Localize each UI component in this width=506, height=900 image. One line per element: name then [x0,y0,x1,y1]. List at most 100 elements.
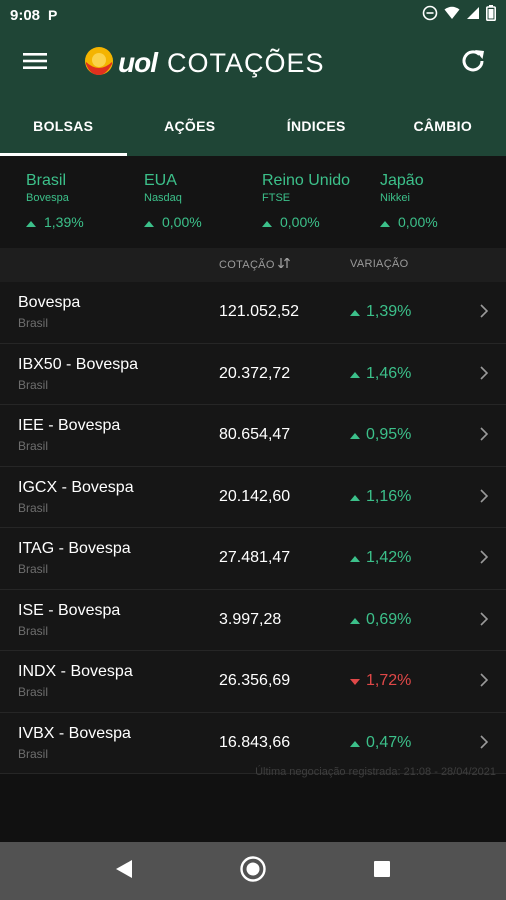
summary-item-brasil[interactable]: Brasil Bovespa 1,39% [26,156,144,248]
table-row[interactable]: INDX - Bovespa Brasil 26.356,69 1,72% [0,651,506,713]
arrow-up-icon [380,214,390,230]
table-row[interactable]: IBX50 - Bovespa Brasil 20.372,72 1,46% [0,343,506,405]
chevron-right-icon [480,734,489,754]
index-quote: 26.356,69 [219,672,291,689]
index-change-value: 0,69% [366,610,412,628]
tab-bolsas[interactable]: BOLSAS [0,96,127,156]
index-name: IGCX - Bovespa [18,478,134,496]
menu-button[interactable] [0,30,70,96]
page-title: COTAÇÕES [167,47,325,78]
index-name: IEE - Bovespa [18,417,121,434]
table-header: COTAÇÃO VARIAÇÃO [0,248,506,282]
index-quote: 3.997,28 [219,610,282,628]
index-change: 1,72% [350,672,411,690]
index-list: Bovespa Brasil 121.052,52 1,39% IBX50 - Bove… [0,282,506,774]
column-header-quote: COTAÇÃO [219,259,275,271]
column-header-change: VARIAÇÃO [350,258,409,270]
index-quote: 80.654,47 [219,426,291,443]
chevron-right-icon [480,365,489,385]
summary-item-eua[interactable]: EUA Nasdaq 0,00% [144,156,262,248]
index-change: 0,69% [350,611,411,629]
index-change-value: 0,47% [366,733,412,751]
index-change: 1,16% [350,488,411,506]
table-row[interactable]: ISE - Bovespa Brasil 3.997,28 0,69% [0,589,506,651]
do-not-disturb-icon [422,5,438,26]
index-country: Brasil [18,685,49,699]
uol-sun-icon [84,46,114,81]
index-country: Brasil [18,500,49,515]
wifi-icon [444,6,460,25]
summary-change-value: 0,00% [398,214,438,230]
chevron-right-icon [480,427,489,446]
brand-logo: uol COTAÇÕES [84,46,325,81]
table-row[interactable]: IGCX - Bovespa Brasil 20.142,60 1,16% [0,466,506,528]
summary-name: EUA [144,172,177,189]
arrow-up-icon [350,734,360,752]
notification-icon: P [48,7,58,23]
arrow-up-icon [144,214,154,230]
summary-index: FTSE [262,192,291,204]
last-trade-note: Última negociação registrada: 21:08 - 28… [255,766,496,778]
arrow-up-icon [350,488,360,506]
index-quote: 16.843,66 [219,733,291,751]
chevron-right-icon [480,488,489,508]
battery-icon [486,4,496,26]
arrow-up-icon [262,214,272,230]
chevron-right-icon [480,550,489,569]
index-change: 1,42% [350,549,411,567]
index-change-value: 1,42% [366,549,412,566]
summary-change-value: 0,00% [162,214,202,230]
index-change-value: 1,39% [366,303,412,320]
summary-name: Japão [380,172,424,189]
summary-change: 0,00% [380,214,498,230]
recents-button[interactable] [357,846,407,896]
arrow-up-icon [26,214,36,230]
chevron-right-icon [480,304,489,323]
table-row[interactable]: ITAG - Bovespa Brasil 27.481,47 1,42% [0,528,506,590]
sort-by-quote-button[interactable]: COTAÇÃO [219,256,291,271]
summary-change: 1,39% [26,214,144,230]
home-button[interactable] [228,846,278,896]
chevron-right-icon [480,673,489,692]
summary-item-reino-unido[interactable]: Reino Unido FTSE 0,00% [262,156,380,248]
arrow-up-icon [350,365,360,383]
tab-indices[interactable]: ÍNDICES [286,118,346,134]
summary-name: Reino Unido [262,172,351,189]
arrow-up-icon [350,426,360,444]
index-change: 0,47% [350,734,411,752]
index-quote: 121.052,52 [219,303,300,320]
recents-icon [373,860,391,883]
hamburger-icon [23,52,47,75]
refresh-button[interactable] [452,42,494,84]
table-row[interactable]: IVBX - Bovespa Brasil 16.843,66 0,47% [0,712,506,774]
summary-change: 0,00% [144,214,262,230]
index-quote: 27.481,47 [219,549,291,566]
app-bar: uol COTAÇÕES [0,30,506,96]
arrow-down-icon [350,672,360,690]
arrow-up-icon [350,611,360,629]
brand-name: uol [118,47,158,78]
market-summary: Brasil Bovespa 1,39% EUA Nasdaq 0,00% Re… [0,156,506,248]
tab-cambio[interactable]: CÂMBIO [413,118,473,134]
index-quote: 20.142,60 [219,487,291,505]
index-name: INDX - Bovespa [18,663,133,680]
status-time: 9:08 [10,6,41,24]
index-country: Brasil [18,562,49,576]
back-button[interactable] [99,846,149,896]
summary-index: Nikkei [380,192,410,204]
index-country: Brasil [18,746,49,761]
status-bar: 9:08 P [0,0,506,30]
index-name: IVBX - Bovespa [18,724,131,742]
index-change-value: 1,46% [366,364,412,382]
tab-acoes[interactable]: AÇÕES [164,118,216,134]
table-row[interactable]: IEE - Bovespa Brasil 80.654,47 0,95% [0,405,506,467]
index-country: Brasil [18,439,49,453]
index-change-value: 1,72% [366,672,412,689]
summary-item-japao[interactable]: Japão Nikkei 0,00% [380,156,498,248]
index-change: 1,46% [350,365,411,383]
table-row[interactable]: Bovespa Brasil 121.052,52 1,39% [0,282,506,344]
system-nav-bar [0,842,506,900]
index-name: IBX50 - Bovespa [18,355,139,373]
index-quote: 20.372,72 [219,364,291,382]
index-country: Brasil [18,377,49,392]
